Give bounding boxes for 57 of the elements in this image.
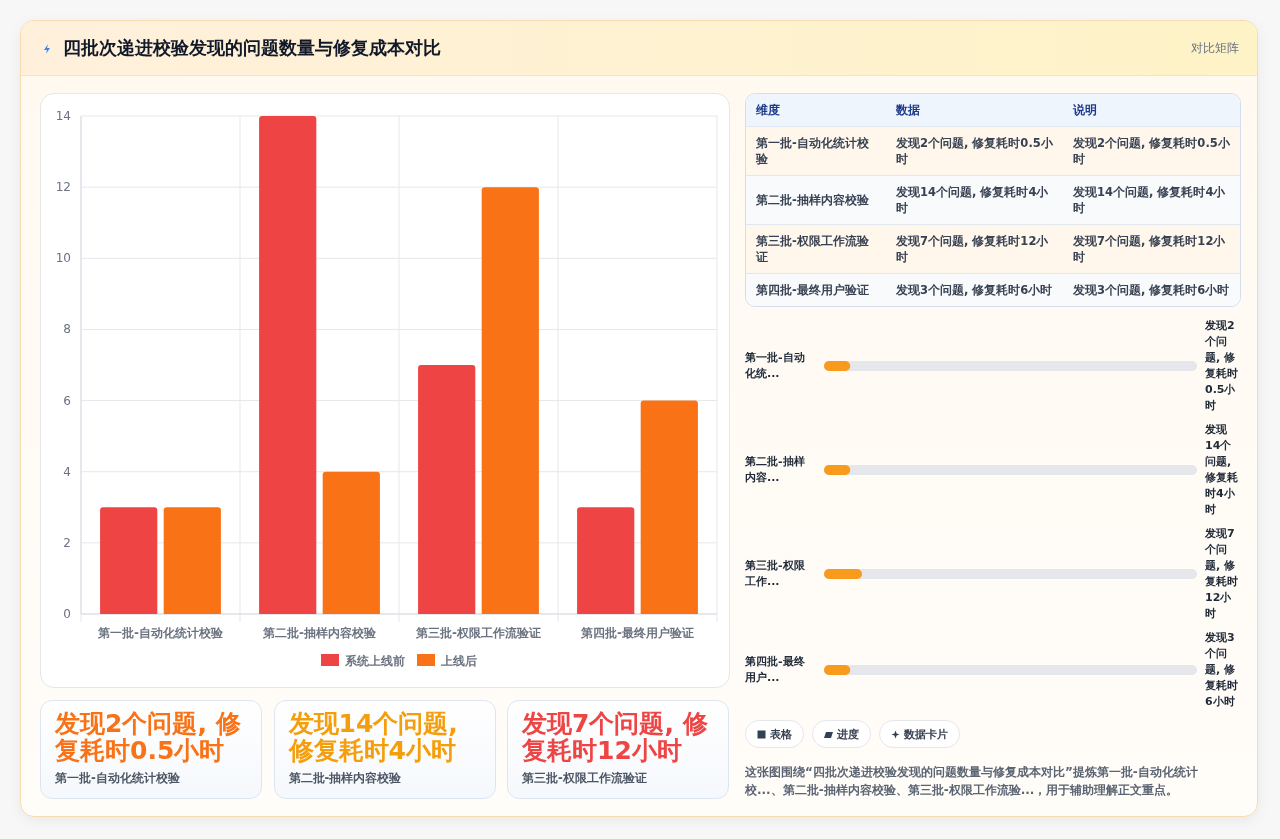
text: 发现7个问题, 修复耗时12小时 — [1072, 233, 1227, 266]
text: 第三批-权限工作流验证 — [522, 770, 648, 786]
y-tick-label: 14 — [55, 109, 71, 123]
y-tick-label: 第一批-自动化统... — [744, 350, 806, 382]
text: 表格 — [770, 726, 792, 742]
bar — [577, 507, 635, 614]
text: 发现2个问题, 修复耗时0.5小时 — [1072, 135, 1231, 168]
text: 进度 — [837, 726, 859, 742]
text: 发现2个问题, 修复耗时0.5小时 — [55, 709, 242, 765]
y-tick-label: 2 — [63, 535, 71, 550]
text: 第一批-自动化统计校验 — [55, 770, 181, 786]
text: 第四批-最终用户验证 — [755, 282, 870, 299]
text: 发现2个问题, 修复耗时0.5小时 — [1205, 318, 1239, 414]
text: 第二批-抽样内容校验 — [755, 192, 870, 209]
text: 发现7个问题, 修复耗时12小时 — [895, 233, 1050, 266]
bar — [322, 471, 380, 614]
legend-label: 上线后 — [440, 653, 477, 668]
text: 第一批-自动化统计校验 — [754, 135, 870, 168]
text: 发现14个问题, 修复耗时4小时 — [288, 709, 459, 765]
bar — [481, 187, 539, 614]
text: 发现3个问题, 修复耗时6小时 — [1205, 630, 1239, 710]
x-tick-label: 第一批-自动化统计校验 — [97, 626, 224, 640]
text: 对比矩阵 — [1191, 40, 1239, 57]
text: 第二批-抽样内容校验 — [288, 770, 403, 786]
bar — [259, 116, 317, 614]
y-tick-label: 第三批-权限工作... — [744, 558, 806, 590]
x-tick-label: 第四批-最终用户验证 — [580, 626, 694, 640]
text: 发现7个问题, 修复耗时12小时 — [522, 709, 709, 765]
text: 发现14个问题, 修复耗时4小时 — [1072, 184, 1227, 217]
y-tick-label: 8 — [63, 322, 71, 337]
text: 发现7个问题, 修复耗时12小时 — [1205, 526, 1239, 622]
bar — [100, 507, 158, 614]
text: 发现14个问题, 修复耗时4小时 — [1205, 422, 1239, 518]
y-tick-label: 第二批-抽样内容... — [744, 454, 806, 486]
y-tick-label: 0 — [63, 607, 71, 621]
bar — [163, 507, 221, 614]
y-tick-label: 第四批-最终用户... — [744, 654, 806, 686]
text: 数据卡片 — [904, 726, 948, 742]
y-tick-label: 4 — [63, 464, 71, 479]
text: 发现3个问题, 修复耗时6小时 — [895, 282, 1054, 299]
text: 说明 — [1072, 102, 1098, 119]
x-tick-label: 第二批-抽样内容校验 — [262, 626, 377, 640]
text: 第三批-权限工作流验证 — [755, 233, 870, 266]
y-tick-label: 12 — [55, 180, 71, 195]
bar — [418, 365, 476, 614]
text: 维度 — [755, 102, 781, 119]
text: 四批次递进校验发现的问题数量与修复成本对比 — [63, 36, 441, 60]
text: 数据 — [895, 102, 921, 119]
bar — [640, 400, 698, 614]
legend-label: 系统上线前 — [344, 653, 405, 668]
y-tick-label: 10 — [55, 251, 71, 266]
y-tick-label: 6 — [63, 393, 71, 408]
text: 发现2个问题, 修复耗时0.5小时 — [895, 135, 1054, 168]
text: 发现3个问题, 修复耗时6小时 — [1072, 282, 1231, 299]
x-tick-label: 第三批-权限工作流验证 — [415, 626, 541, 640]
text: 发现14个问题, 修复耗时4小时 — [895, 184, 1050, 217]
text: 这张图围绕“四批次递进校验发现的问题数量与修复成本对比”提炼第一批-自动化统计校...、第二批-抽样内容校验、第三批-权限工作流验...，用于辅助理解正文重点。 — [745, 764, 1199, 799]
